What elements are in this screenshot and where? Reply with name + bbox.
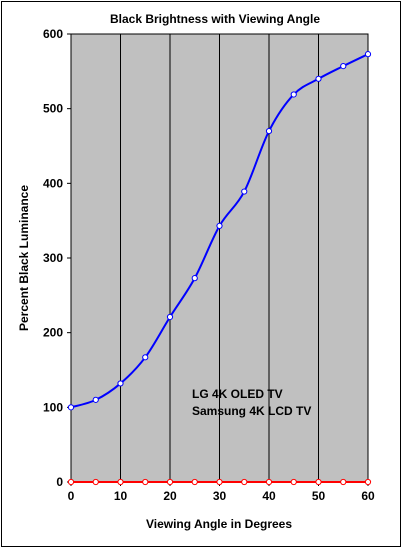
data-point	[191, 275, 198, 282]
data-point	[166, 478, 174, 486]
data-point	[315, 75, 322, 82]
data-point	[290, 478, 297, 486]
data-point	[290, 91, 297, 98]
x-tick-label: 60	[361, 489, 375, 503]
data-point	[364, 478, 372, 486]
data-point	[67, 478, 75, 486]
y-tick-label: 100	[43, 400, 63, 414]
series-layer	[67, 51, 372, 486]
y-tick-label: 600	[43, 27, 63, 41]
x-tick-label: 10	[114, 489, 128, 503]
chart-title: Black Brightness with Viewing Angle	[110, 12, 320, 26]
data-point	[241, 188, 248, 195]
x-tick-label: 30	[213, 489, 227, 503]
legend-entry-lcd: Samsung 4K LCD TV	[192, 404, 311, 418]
legend-entry-oled: LG 4K OLED TV	[192, 387, 283, 401]
x-tick-label: 0	[68, 489, 75, 503]
y-axis-label: Percent Black Luminance	[17, 185, 31, 331]
x-tick-label: 20	[163, 489, 177, 503]
y-tick-label: 400	[43, 176, 63, 190]
data-point	[315, 478, 322, 486]
x-tick-label: 40	[262, 489, 276, 503]
x-tick-label: 50	[312, 489, 326, 503]
data-point	[241, 478, 248, 486]
x-axis-label: Viewing Angle in Degrees	[146, 517, 292, 531]
data-point	[265, 478, 273, 486]
grid-lines	[120, 34, 319, 482]
data-point	[117, 478, 124, 486]
data-point	[216, 478, 223, 486]
data-point	[364, 51, 372, 58]
y-tick-label: 500	[43, 102, 63, 116]
data-point	[166, 313, 174, 321]
data-point	[142, 478, 149, 486]
y-tick-label: 0	[56, 475, 63, 489]
data-point	[117, 380, 124, 387]
data-point	[92, 478, 99, 486]
data-point	[340, 478, 347, 486]
y-tick-label: 300	[43, 251, 63, 265]
data-point	[340, 63, 347, 70]
data-point	[142, 354, 149, 361]
data-point	[265, 127, 273, 135]
data-point	[216, 222, 223, 229]
data-point	[67, 404, 75, 411]
data-point	[92, 396, 99, 403]
y-tick-label: 200	[43, 326, 63, 340]
data-point	[191, 478, 198, 486]
